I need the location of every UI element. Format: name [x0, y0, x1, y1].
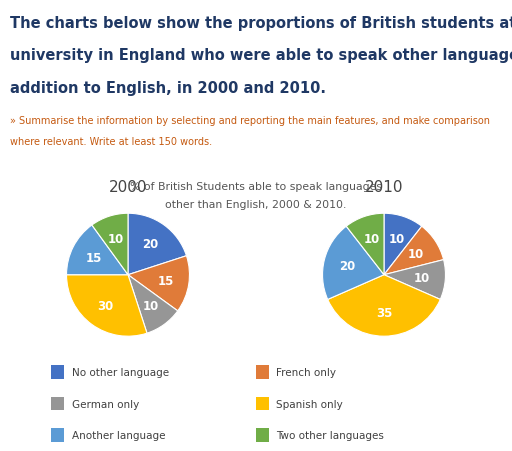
- Text: other than English, 2000 & 2010.: other than English, 2000 & 2010.: [165, 200, 347, 210]
- Text: 10: 10: [414, 272, 430, 285]
- Wedge shape: [384, 260, 445, 300]
- Text: 10: 10: [108, 232, 124, 245]
- Wedge shape: [384, 214, 422, 275]
- Title: 2000: 2000: [109, 179, 147, 194]
- Text: where relevant. Write at least 150 words.: where relevant. Write at least 150 words…: [10, 137, 212, 147]
- Text: 30: 30: [97, 299, 114, 313]
- Wedge shape: [67, 275, 147, 336]
- Wedge shape: [384, 227, 443, 275]
- Text: university in England who were able to speak other languages in: university in England who were able to s…: [10, 48, 512, 63]
- Text: 10: 10: [408, 248, 424, 261]
- Text: addition to English, in 2000 and 2010.: addition to English, in 2000 and 2010.: [10, 81, 326, 96]
- Text: No other language: No other language: [72, 367, 169, 377]
- Text: 10: 10: [388, 233, 404, 246]
- Text: German only: German only: [72, 399, 139, 409]
- Wedge shape: [128, 256, 189, 311]
- Wedge shape: [323, 227, 384, 300]
- Wedge shape: [92, 214, 128, 275]
- Text: The charts below show the proportions of British students at one: The charts below show the proportions of…: [10, 16, 512, 31]
- Wedge shape: [67, 226, 128, 275]
- Text: % of British Students able to speak languages: % of British Students able to speak lang…: [130, 182, 382, 192]
- Wedge shape: [346, 214, 384, 275]
- Text: Spanish only: Spanish only: [276, 399, 343, 409]
- Title: 2010: 2010: [365, 179, 403, 194]
- Text: 20: 20: [142, 238, 159, 251]
- Text: 15: 15: [86, 251, 102, 264]
- Text: 15: 15: [158, 275, 174, 288]
- Text: Two other languages: Two other languages: [276, 430, 385, 440]
- Text: 10: 10: [142, 299, 159, 313]
- Text: French only: French only: [276, 367, 336, 377]
- Text: 10: 10: [364, 233, 380, 246]
- Text: 20: 20: [339, 259, 355, 272]
- Text: » Summarise the information by selecting and reporting the main features, and ma: » Summarise the information by selecting…: [10, 115, 490, 125]
- Wedge shape: [128, 275, 178, 333]
- Text: Another language: Another language: [72, 430, 165, 440]
- Wedge shape: [328, 275, 440, 336]
- Wedge shape: [128, 214, 186, 275]
- Text: 35: 35: [376, 307, 392, 320]
